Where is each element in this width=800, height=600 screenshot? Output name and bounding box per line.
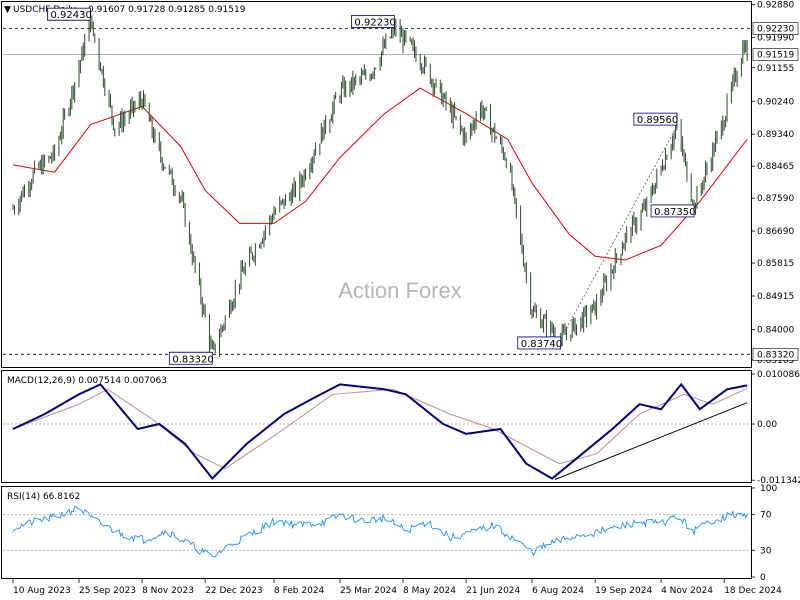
price-y-tick-label: 0.89340: [757, 130, 794, 140]
x-tick-label: 19 Sep 2024: [595, 586, 652, 596]
macd-y-tick-label: 0.010086: [757, 370, 800, 380]
macd-y-tick-label: 0.00: [757, 420, 777, 430]
macd-title: MACD(12,26,9) 0.007514 0.007063: [7, 376, 167, 386]
price-y-tick-label: 0.84915: [757, 292, 794, 302]
price-y-tick-label: 0.83165: [757, 356, 794, 366]
macd-panel-frame: [1, 370, 752, 483]
price-annotation-0: 0.92430: [47, 7, 92, 21]
level-tag-lower-box: [752, 347, 799, 361]
level-tag-lower: 0.83320: [757, 350, 794, 360]
price-y-tick-label: 0.92880: [757, 1, 794, 11]
macd-line: [12, 382, 748, 481]
price-annotation-2: 0.89560: [633, 112, 678, 126]
rsi-y-tick-label: 30: [760, 546, 772, 556]
macd-trendline: [554, 402, 748, 480]
x-tick-label: 10 Aug 2023: [13, 586, 71, 596]
price-annotation-4: 0.83740: [517, 336, 562, 350]
x-tick-label: 25 Sep 2023: [79, 586, 136, 596]
x-tick-label: 18 Dec 2024: [724, 586, 782, 596]
x-tick-label: 25 Mar 2024: [340, 586, 397, 596]
price-y-tick-label: 0.85815: [757, 259, 794, 269]
price-trendline: [560, 125, 678, 340]
watermark: Action Forex: [338, 278, 462, 303]
price-annotation-5: 0.83320: [168, 351, 214, 365]
ohlc-values: 0.91607 0.91728 0.91285 0.91519: [88, 5, 246, 15]
x-tick-label: 6 Aug 2024: [532, 586, 584, 596]
x-tick-label: 8 Nov 2023: [142, 586, 194, 596]
level-tag-upper-box: [752, 22, 799, 35]
last-price-tag-box: [752, 48, 799, 61]
rsi-y-tick-label: 0: [760, 573, 766, 583]
rsi-y-tick-label: 100: [760, 484, 777, 494]
price-y-tick-label: 0.91990: [757, 33, 794, 43]
last-price-tag: 0.91519: [757, 50, 794, 60]
price-panel-frame: [1, 1, 752, 368]
symbol-label: USDCHF,Daily: [13, 5, 77, 15]
rsi-line: [12, 505, 748, 558]
price-annotation-1: 0.92230: [351, 15, 396, 28]
rsi-y-tick-label: 70: [760, 511, 772, 521]
price-y-tick-label: 0.84000: [757, 325, 794, 335]
price-annotation-label: 0.92230: [354, 17, 395, 28]
price-y-tick-label: 0.86690: [757, 227, 794, 237]
rsi-title: RSI(14) 66.8162: [7, 492, 80, 502]
x-tick-label: 8 May 2024: [403, 586, 456, 596]
rsi-panel-frame: [1, 486, 752, 579]
price-y-tick-label: 0.90240: [757, 97, 794, 107]
price-annotation-label: 0.87350: [654, 207, 695, 218]
price-y-tick-label: 0.87590: [757, 194, 794, 204]
macd-y-tick-label: -0.011342: [757, 476, 800, 486]
price-annotation-3: 0.87350: [650, 204, 695, 218]
x-tick-label: 21 Jun 2024: [466, 586, 520, 596]
price-y-tick-label: 0.88465: [757, 162, 794, 172]
price-annotation-label: 0.89560: [637, 115, 678, 126]
x-tick-label: 4 Nov 2024: [661, 586, 713, 596]
x-tick-label: 8 Feb 2024: [274, 586, 325, 596]
level-tag-upper: 0.92230: [757, 24, 794, 34]
price-annotation-label: 0.83320: [172, 354, 213, 365]
price-annotation-label: 0.92430: [50, 10, 91, 21]
x-tick-label: 22 Dec 2023: [205, 586, 263, 596]
price-annotation-label: 0.83740: [521, 339, 562, 350]
symbol-header-icon: ▼: [4, 5, 11, 15]
price-y-tick-label: 0.91155: [757, 64, 794, 74]
